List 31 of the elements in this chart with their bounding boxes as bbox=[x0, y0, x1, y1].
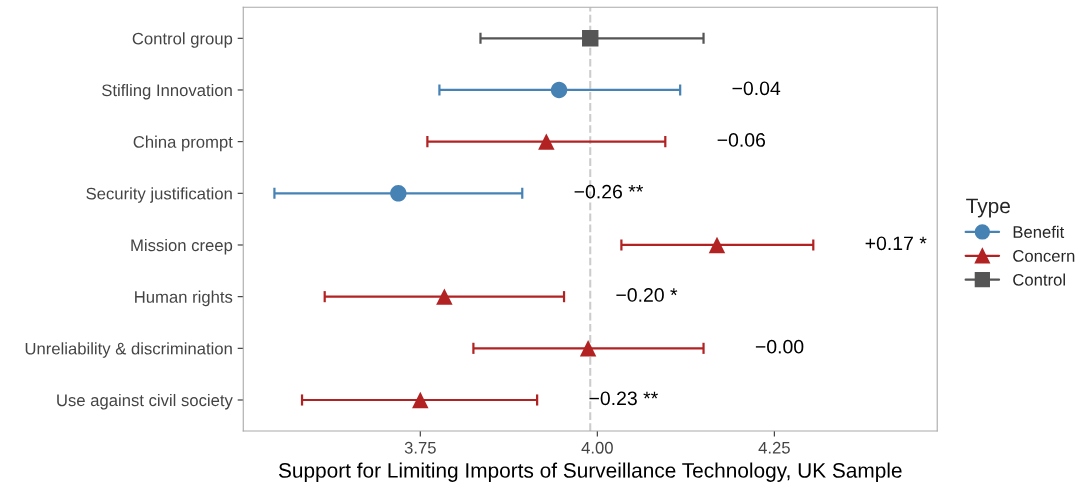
x-axis-title: Support for Limiting Imports of Surveillance Technology, UK Sample bbox=[278, 462, 902, 482]
annotation: −0.26 ** bbox=[574, 184, 644, 199]
y-tick-label: China prompt bbox=[133, 135, 233, 152]
y-tick-label: Unreliability & discrimination bbox=[25, 342, 232, 358]
y-tick-label: Control group bbox=[132, 32, 233, 48]
legend-label: Benefit bbox=[1013, 225, 1065, 238]
point bbox=[412, 391, 429, 409]
annotation: −0.23 ** bbox=[589, 391, 658, 406]
point bbox=[708, 236, 726, 254]
y-tick-label: Human rights bbox=[135, 290, 233, 307]
point bbox=[538, 133, 555, 150]
annotation: −0.20 * bbox=[616, 288, 678, 302]
y-tick-label: Stifling Innovation bbox=[102, 83, 232, 100]
x-tick-label: 4.00 bbox=[581, 441, 613, 454]
annotation: +0.17 * bbox=[865, 236, 927, 251]
point bbox=[550, 81, 568, 99]
legend-title: Type bbox=[966, 198, 1010, 218]
point bbox=[579, 340, 597, 357]
legend-label: Control bbox=[1013, 273, 1065, 286]
x-tick-label: 3.75 bbox=[404, 441, 436, 454]
y-tick-label: Use against civil society bbox=[57, 393, 233, 410]
annotation: −0.04 bbox=[732, 81, 781, 96]
annotation: −0.06 bbox=[717, 133, 766, 147]
y-tick-label: Mission creep bbox=[131, 238, 233, 255]
annotation: −0.00 bbox=[755, 339, 804, 354]
point bbox=[436, 288, 453, 305]
legend-label: Concern bbox=[1013, 250, 1075, 262]
point bbox=[582, 30, 599, 47]
x-tick-label: 4.25 bbox=[758, 441, 790, 454]
y-tick-label: Security justification bbox=[86, 187, 232, 203]
point bbox=[390, 185, 407, 202]
